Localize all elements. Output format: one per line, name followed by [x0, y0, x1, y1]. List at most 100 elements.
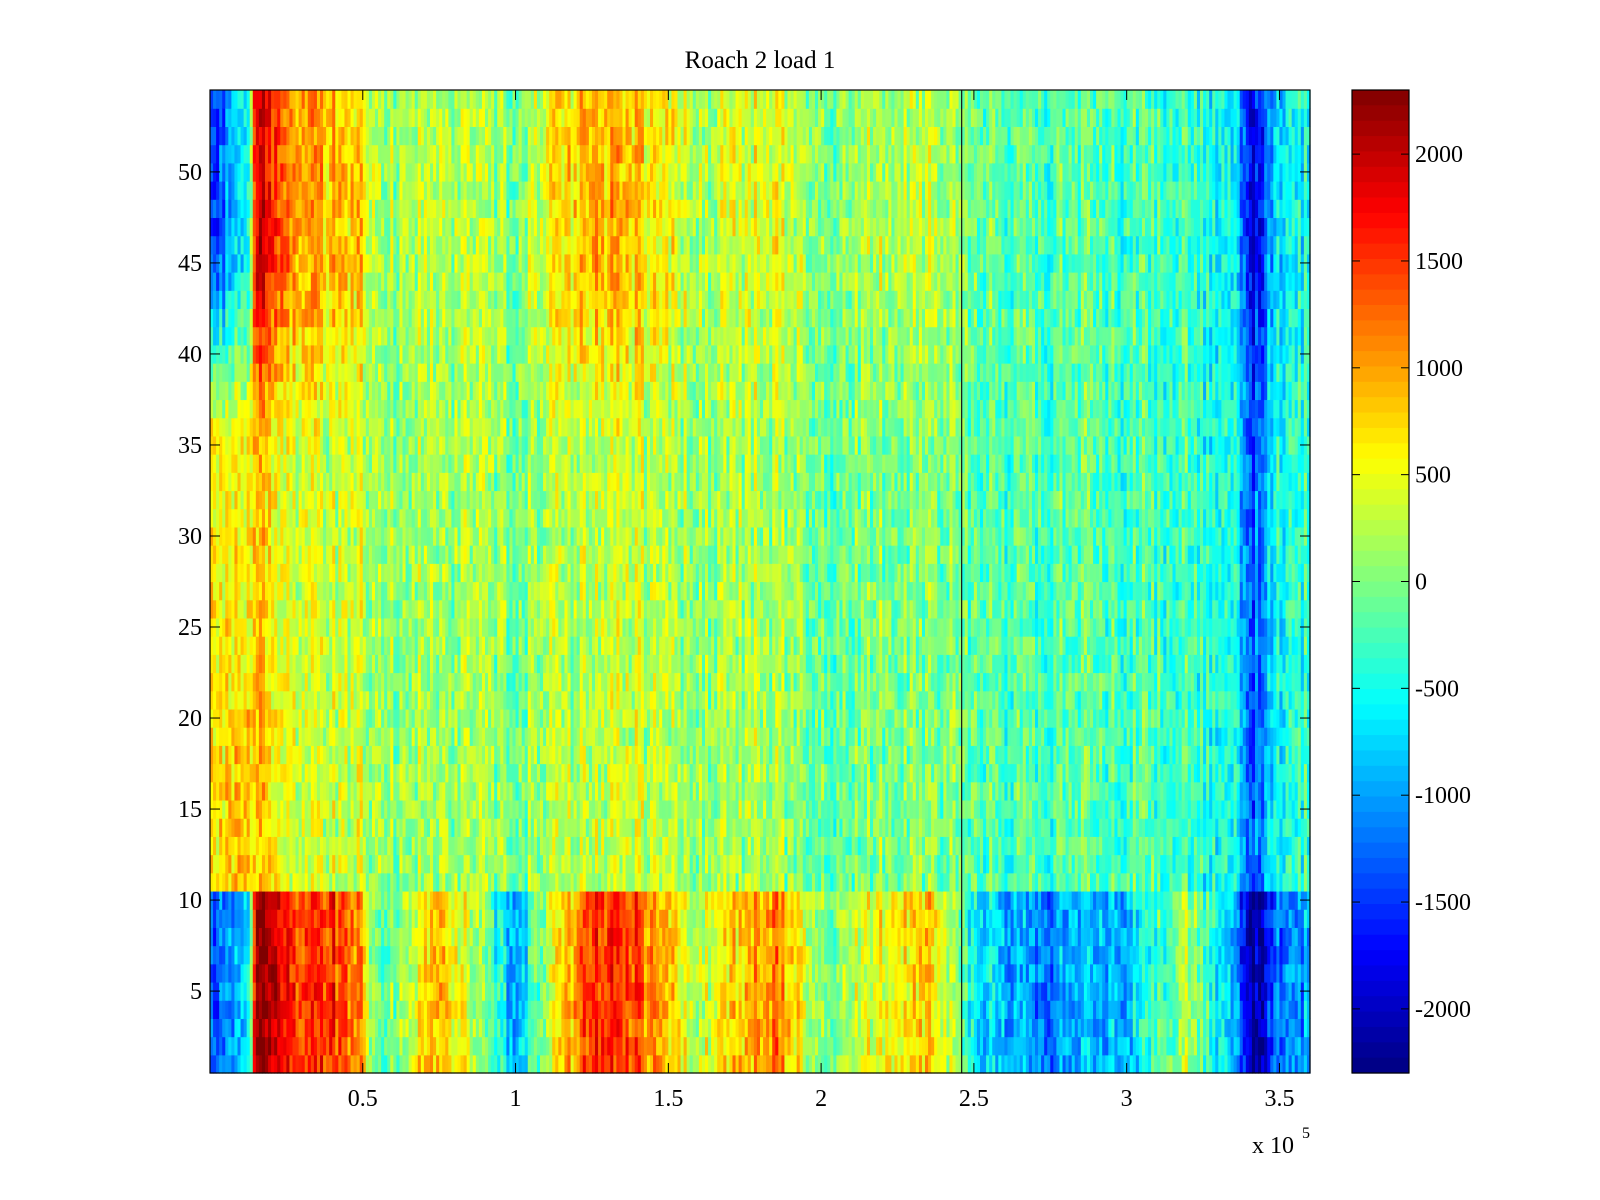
- heatmap-cell: [225, 472, 229, 492]
- heatmap-cell: [295, 272, 300, 291]
- heatmap-cell: [265, 526, 269, 546]
- heatmap-cell: [274, 708, 278, 728]
- heatmap-cell: [216, 454, 220, 473]
- heatmap-cell: [261, 490, 266, 510]
- heatmap-cell: [283, 126, 287, 146]
- heatmap-cell: [249, 836, 254, 856]
- heatmap-cell: [231, 308, 236, 328]
- heatmap-cell: [228, 90, 232, 109]
- heatmap-cell: [234, 217, 239, 237]
- heatmap-cell: [249, 708, 254, 728]
- heatmap-cell: [246, 854, 251, 874]
- heatmap-cell: [277, 144, 281, 164]
- heatmap-cell: [216, 854, 220, 874]
- heatmap-cell: [268, 508, 272, 528]
- heatmap-cell: [240, 344, 245, 364]
- heatmap-cell: [240, 945, 245, 965]
- heatmap-cell: [295, 781, 300, 801]
- heatmap-cell: [255, 981, 260, 1001]
- heatmap-cell: [283, 672, 287, 692]
- heatmap-cell: [249, 181, 254, 200]
- heatmap-cell: [292, 90, 297, 109]
- heatmap-cell: [222, 290, 226, 310]
- heatmap-cell: [228, 945, 232, 965]
- heatmap-cell: [243, 454, 248, 473]
- heatmap-cell: [210, 326, 214, 346]
- heatmap-cell: [261, 690, 266, 710]
- heatmap-cell: [252, 909, 257, 928]
- heatmap-cell: [252, 781, 257, 801]
- heatmap-cell: [283, 617, 287, 637]
- heatmap-cell: [265, 326, 269, 346]
- heatmap-cell: [286, 162, 291, 182]
- heatmap-cell: [283, 508, 287, 528]
- heatmap-cell: [213, 854, 217, 874]
- heatmap-cell: [228, 799, 232, 819]
- heatmap-cell: [249, 581, 254, 601]
- heatmap-cell: [231, 253, 236, 273]
- heatmap-cell: [219, 981, 223, 1001]
- heatmap-cell: [286, 672, 291, 692]
- heatmap-cell: [274, 872, 278, 892]
- heatmap-cell: [213, 927, 217, 947]
- heatmap-cell: [222, 599, 226, 619]
- heatmap-cell: [301, 890, 306, 910]
- heatmap-cell: [246, 1054, 251, 1074]
- heatmap-cell: [252, 272, 257, 291]
- heatmap-cell: [268, 836, 272, 856]
- heatmap-cell: [216, 508, 220, 528]
- heatmap-cell: [216, 545, 220, 564]
- heatmap-cell: [286, 763, 291, 783]
- heatmap-cell: [277, 399, 281, 419]
- heatmap-cell: [280, 708, 284, 728]
- heatmap-cell: [277, 1018, 281, 1038]
- heatmap-cell: [219, 909, 223, 928]
- heatmap-cell: [286, 545, 291, 564]
- heatmap-cell: [243, 672, 248, 692]
- heatmap-cell: [240, 818, 245, 837]
- heatmap-cell: [265, 599, 269, 619]
- heatmap-cell: [268, 672, 272, 692]
- heatmap-cell: [265, 454, 269, 473]
- heatmap-cell: [246, 472, 251, 492]
- heatmap-cell: [228, 472, 232, 492]
- heatmap-cell: [216, 181, 220, 200]
- heatmap-cell: [213, 690, 217, 710]
- heatmap-cell: [246, 563, 251, 583]
- heatmap-cell: [265, 854, 269, 874]
- heatmap-cell: [274, 326, 278, 346]
- heatmap-cell: [228, 181, 232, 200]
- heatmap-cell: [249, 636, 254, 655]
- heatmap-cell: [295, 727, 300, 746]
- heatmap-cell: [249, 981, 254, 1001]
- heatmap-cell: [225, 108, 229, 127]
- heatmap-cell: [243, 1054, 248, 1074]
- heatmap-cell: [219, 617, 223, 637]
- heatmap-cell: [246, 654, 251, 674]
- heatmap-cell: [249, 308, 254, 328]
- heatmap-cell: [271, 526, 275, 546]
- heatmap-cell: [210, 818, 214, 837]
- heatmap-cell: [265, 162, 269, 182]
- heatmap-cell: [295, 126, 300, 146]
- heatmap-cell: [261, 435, 266, 455]
- heatmap-cell: [222, 490, 226, 510]
- heatmap-cell: [231, 144, 236, 164]
- heatmap-cell: [298, 344, 303, 364]
- heatmap-cell: [295, 799, 300, 819]
- heatmap-cell: [271, 599, 275, 619]
- heatmap-cell: [286, 126, 291, 146]
- heatmap-cell: [301, 945, 306, 965]
- heatmap-cell: [274, 526, 278, 546]
- heatmap-cell: [234, 690, 239, 710]
- heatmap-cell: [252, 890, 257, 910]
- heatmap-cell: [301, 326, 306, 346]
- heatmap-cell: [234, 90, 239, 109]
- heatmap-cell: [265, 727, 269, 746]
- heatmap-cell: [289, 108, 294, 127]
- heatmap-cell: [274, 854, 278, 874]
- heatmap-cell: [271, 126, 275, 146]
- heatmap-cell: [231, 854, 236, 874]
- heatmap-cell: [283, 381, 287, 401]
- heatmap-cell: [222, 872, 226, 892]
